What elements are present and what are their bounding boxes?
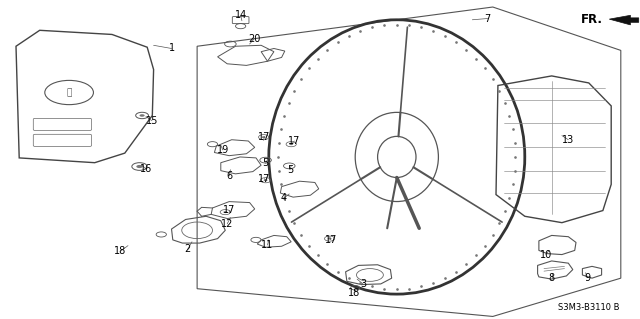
Text: 16: 16	[140, 164, 152, 174]
Text: 3: 3	[360, 279, 366, 289]
Circle shape	[264, 179, 268, 181]
Text: 10: 10	[540, 249, 552, 260]
Text: 9: 9	[584, 272, 591, 283]
Text: 19: 19	[216, 145, 229, 155]
Circle shape	[262, 136, 266, 138]
Text: 7: 7	[484, 13, 491, 24]
Text: 8: 8	[548, 272, 555, 283]
Text: 17: 17	[258, 174, 271, 184]
Text: 18: 18	[114, 246, 127, 256]
Text: 12: 12	[221, 219, 234, 229]
Text: 17: 17	[223, 205, 236, 215]
Text: 20: 20	[248, 34, 260, 44]
Text: FR.: FR.	[581, 13, 603, 26]
Text: 18: 18	[348, 288, 360, 298]
Text: 17: 17	[324, 235, 337, 245]
Text: 4: 4	[280, 193, 287, 204]
Text: 17: 17	[288, 136, 301, 146]
Circle shape	[223, 211, 227, 213]
Text: S3M3-B3110 B: S3M3-B3110 B	[558, 303, 620, 312]
Text: 6: 6	[226, 171, 232, 181]
Text: 5: 5	[287, 165, 293, 175]
Text: 17: 17	[258, 131, 271, 142]
Text: 13: 13	[562, 135, 575, 145]
Text: Ⓐ: Ⓐ	[67, 88, 72, 97]
Circle shape	[328, 238, 332, 240]
Text: 1: 1	[168, 43, 175, 54]
Circle shape	[136, 165, 143, 168]
Polygon shape	[609, 15, 639, 25]
Text: 5: 5	[262, 158, 269, 168]
Text: 14: 14	[234, 10, 247, 20]
Text: 2: 2	[184, 244, 191, 255]
Text: 11: 11	[261, 240, 274, 250]
Circle shape	[289, 143, 293, 145]
Circle shape	[140, 114, 145, 117]
Text: 15: 15	[145, 115, 158, 126]
